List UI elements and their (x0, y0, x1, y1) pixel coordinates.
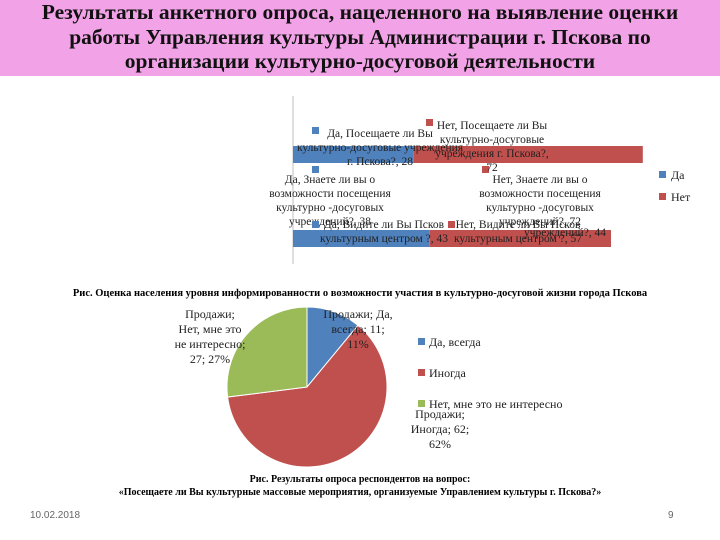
bar-нет-0 (413, 146, 643, 163)
bar-overlap-label-2: учреждений?, 44 (524, 227, 606, 239)
pie-legend-swatch-2 (418, 400, 425, 407)
label-marker-da-1 (312, 166, 319, 173)
pie-data-label-1: Продажи; Иногда; 62; 62% (411, 407, 470, 451)
bar-overlap-label-1: Нет, Посещаете ли Вы культурно-досуговые у… (435, 120, 549, 174)
footer-date: 10.02.2018 (30, 510, 81, 521)
pie-slice-2 (226, 306, 308, 398)
bar-overlap-label-0: Да, Посещаете ли Вы культурно-досуговые у… (297, 128, 464, 168)
bar-да-0 (293, 146, 414, 163)
bar-data-label-нет-1: Нет, Видите ли Вы Псков культурным центро… (454, 219, 582, 245)
bar-chart: Да Нет Да, Знаете ли вы о возможности посещ… (269, 96, 691, 264)
pie-data-label-2: Продажи; Нет, мне это не интересно; 27; 27% (175, 307, 246, 366)
pie-legend-label-1: Иногда (429, 366, 467, 380)
label-marker-net-1 (482, 166, 489, 173)
pie-legend-swatch-0 (418, 338, 425, 345)
pie-legend-swatch-1 (418, 369, 425, 376)
bar-chart-caption: Рис. Оценка населения уровня информирова… (72, 288, 648, 299)
label-marker-da-2 (312, 221, 319, 228)
pie-slice-1 (227, 324, 388, 468)
legend-swatch-1 (659, 193, 666, 200)
pie-legend-label-2: Нет, мне это не интересно (429, 397, 562, 411)
legend-label-1: Нет (671, 190, 691, 204)
pie-chart-question: «Посещаете ли Вы культурные массовые мер… (118, 487, 602, 498)
bar-нет-1 (429, 230, 611, 247)
pie-chart-caption: Рис. Результаты опроса респондентов на в… (249, 474, 471, 485)
page-number: 9 (668, 510, 674, 521)
bar-да-1 (293, 230, 430, 247)
bar-data-label-да-1: Да, Видите ли Вы Псков культурным центром… (320, 219, 448, 245)
label-marker-net-2 (448, 221, 455, 228)
slide-title: Результаты анкетного опроса, нацеленного… (41, 0, 679, 73)
label-marker-da-top (312, 127, 319, 134)
bar-data-label-нет-0: Нет, Знаете ли вы о возможности посещения… (479, 174, 601, 228)
pie-data-label-0: Продажи; Да, всегда; 11; 11% (323, 307, 392, 351)
legend-label-0: Да (671, 168, 685, 182)
legend-swatch-0 (659, 171, 666, 178)
pie-chart: Продажи; Да, всегда; 11; 11% Продажи; Иногда… (175, 306, 562, 468)
bar-data-label-да-0: Да, Знаете ли вы о возможности посещения к… (269, 174, 391, 228)
title-band (0, 0, 720, 76)
label-marker-net-top (426, 119, 433, 126)
pie-legend-label-0: Да, всегда (429, 335, 481, 349)
